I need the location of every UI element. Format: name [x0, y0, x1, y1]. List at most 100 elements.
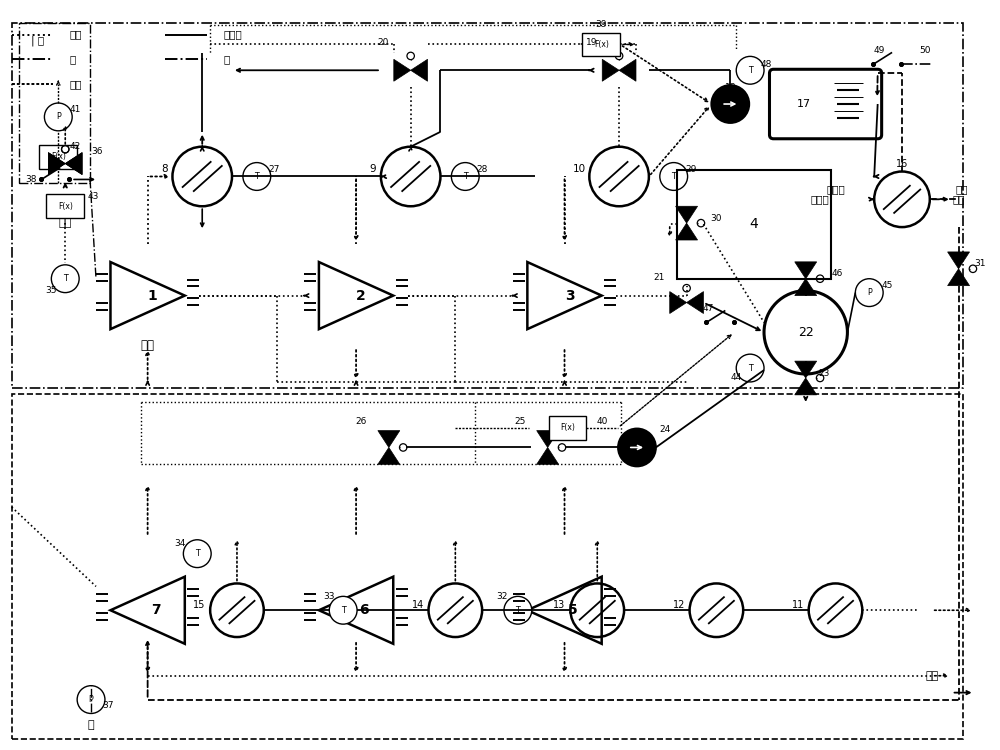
- Text: 17: 17: [797, 99, 811, 109]
- Circle shape: [329, 596, 357, 624]
- Text: 29: 29: [685, 165, 696, 174]
- Text: 34: 34: [175, 539, 186, 548]
- Text: 28: 28: [476, 165, 488, 174]
- Text: 32: 32: [496, 592, 508, 601]
- Text: 19: 19: [586, 38, 597, 47]
- Text: T: T: [748, 66, 753, 75]
- Circle shape: [51, 265, 79, 292]
- Circle shape: [77, 686, 105, 713]
- Text: 22: 22: [798, 326, 814, 339]
- Polygon shape: [795, 279, 817, 296]
- Polygon shape: [948, 268, 970, 286]
- Text: 冷却水: 冷却水: [810, 194, 829, 204]
- Text: 46: 46: [832, 269, 843, 278]
- Text: 30: 30: [711, 214, 722, 223]
- Text: 15: 15: [193, 600, 205, 610]
- Polygon shape: [378, 430, 400, 448]
- Text: 水: 水: [69, 54, 75, 64]
- Circle shape: [183, 540, 211, 568]
- Text: 热水: 热水: [952, 194, 965, 204]
- Polygon shape: [676, 224, 698, 240]
- Text: 14: 14: [411, 600, 424, 610]
- Text: 38: 38: [26, 175, 37, 184]
- Text: 排气: 排气: [925, 670, 938, 681]
- Circle shape: [243, 163, 271, 190]
- Text: T: T: [341, 606, 346, 615]
- Polygon shape: [65, 152, 82, 175]
- Circle shape: [618, 428, 656, 466]
- Text: P: P: [867, 288, 872, 297]
- Circle shape: [44, 103, 72, 130]
- Text: 37: 37: [102, 701, 114, 710]
- Polygon shape: [619, 59, 636, 81]
- Text: 11: 11: [792, 600, 804, 610]
- Circle shape: [711, 86, 749, 123]
- Text: T: T: [671, 172, 676, 181]
- Polygon shape: [602, 59, 619, 81]
- Text: 空气: 空气: [69, 29, 82, 40]
- Text: F(x): F(x): [560, 423, 575, 432]
- Text: 33: 33: [324, 592, 335, 601]
- Text: F(x): F(x): [594, 40, 609, 49]
- Text: F(x): F(x): [51, 152, 66, 161]
- Text: 43: 43: [87, 192, 99, 201]
- Polygon shape: [65, 152, 82, 175]
- Text: 10: 10: [573, 164, 586, 173]
- Bar: [12, 22, 963, 388]
- Bar: [46, 194, 84, 218]
- Circle shape: [736, 354, 764, 382]
- Polygon shape: [948, 252, 970, 268]
- Text: 36: 36: [91, 147, 103, 156]
- Text: 7: 7: [151, 603, 160, 617]
- Polygon shape: [687, 292, 703, 314]
- Polygon shape: [676, 206, 698, 224]
- Text: 冷却水: 冷却水: [826, 184, 845, 194]
- Circle shape: [504, 596, 532, 624]
- Text: 18: 18: [725, 82, 736, 92]
- Text: 9: 9: [370, 164, 376, 173]
- Text: 6: 6: [359, 603, 369, 617]
- Text: 热水: 热水: [955, 184, 968, 194]
- Text: 4: 4: [749, 217, 758, 231]
- Bar: [39, 145, 77, 169]
- Text: 25: 25: [514, 417, 526, 426]
- Text: 21: 21: [653, 273, 665, 282]
- Text: 50: 50: [919, 46, 931, 55]
- Text: 42: 42: [70, 142, 81, 152]
- Text: T: T: [195, 549, 200, 558]
- Text: P: P: [56, 112, 61, 122]
- Text: 8: 8: [161, 164, 168, 173]
- Text: 3: 3: [565, 289, 574, 302]
- Text: 电: 电: [223, 54, 229, 64]
- Text: 16: 16: [896, 158, 908, 169]
- Text: 1: 1: [148, 289, 157, 302]
- Polygon shape: [795, 262, 817, 279]
- Bar: [677, 170, 831, 279]
- Bar: [19, 22, 90, 184]
- Text: 空气: 空气: [141, 339, 155, 352]
- Circle shape: [736, 56, 764, 84]
- Text: 49: 49: [873, 46, 885, 55]
- Text: 23: 23: [818, 368, 829, 377]
- Text: 26: 26: [355, 417, 367, 426]
- Text: 20: 20: [377, 38, 389, 47]
- Text: T: T: [463, 172, 468, 181]
- Text: 45: 45: [881, 281, 893, 290]
- Text: | 电: | 电: [31, 35, 45, 46]
- Text: 47: 47: [703, 304, 714, 313]
- Text: 2: 2: [356, 289, 366, 302]
- Text: 27: 27: [268, 165, 279, 174]
- Text: T: T: [63, 274, 68, 284]
- Polygon shape: [48, 152, 65, 175]
- Bar: [582, 32, 620, 56]
- Circle shape: [451, 163, 479, 190]
- Text: 5: 5: [568, 603, 577, 617]
- Text: 导热油: 导热油: [223, 29, 242, 40]
- Text: 39: 39: [595, 20, 607, 29]
- Polygon shape: [537, 448, 559, 464]
- Circle shape: [855, 279, 883, 307]
- Text: 电: 电: [88, 721, 94, 730]
- Text: 35: 35: [46, 286, 57, 296]
- Bar: [12, 394, 963, 740]
- Bar: [549, 416, 586, 440]
